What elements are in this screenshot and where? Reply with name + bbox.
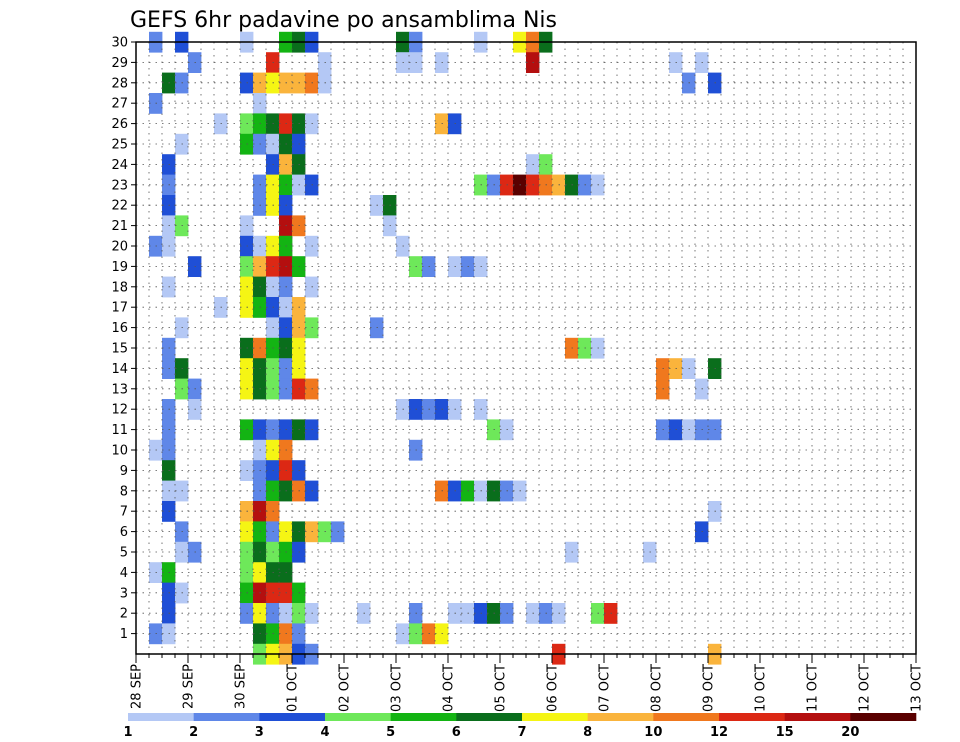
x-tick-label: 04 OCT: [442, 664, 457, 712]
colorbar-label: 2: [189, 725, 198, 740]
y-tick-label: 23: [111, 178, 128, 193]
y-tick-label: 28: [111, 76, 128, 91]
colorbar-label: 12: [710, 725, 728, 740]
y-tick-label: 16: [111, 321, 128, 336]
colorbar-label: 5: [386, 725, 395, 740]
colorbar-swatch: [653, 713, 720, 721]
y-tick-label: 19: [111, 260, 128, 275]
colorbar-swatch: [128, 713, 194, 721]
colorbar-label: 8: [583, 725, 592, 740]
colorbar-legend: 1 2 3 4 5 6 7 8 10 12 15 20: [123, 713, 917, 740]
chart-title: GEFS 6hr padavine po ansamblima Nis: [130, 8, 557, 33]
y-tick-label: 5: [120, 546, 128, 561]
x-axis-ticks: 28 SEP 29 SEP 30 SEP 01 OCT 02 OCT 03 OCT 04 O…: [130, 654, 925, 712]
colorbar-swatch: [325, 713, 391, 721]
y-tick-label: 1: [120, 627, 128, 642]
y-tick-label: 11: [111, 423, 128, 438]
y-tick-label: 18: [111, 280, 128, 295]
y-tick-label: 8: [120, 484, 128, 499]
colorbar-swatch: [587, 713, 654, 721]
x-tick-label: 01 OCT: [286, 664, 301, 712]
x-tick-label: 13 OCT: [910, 664, 925, 712]
y-tick-label: 4: [120, 566, 128, 581]
x-tick-label: 09 OCT: [702, 664, 717, 712]
y-tick-label: 22: [111, 199, 128, 214]
colorbar-swatch: [522, 713, 588, 721]
y-tick-label: 9: [120, 464, 128, 479]
x-tick-label: 03 OCT: [390, 664, 405, 712]
colorbar-swatch: [193, 713, 260, 721]
colorbar-swatch: [719, 713, 785, 721]
y-tick-label: 29: [111, 56, 128, 71]
colorbar-swatch: [850, 713, 917, 721]
colorbar-label: 15: [776, 725, 794, 740]
y-tick-label: 6: [120, 525, 128, 540]
x-tick-label: 02 OCT: [338, 664, 353, 712]
y-tick-label: 3: [120, 586, 128, 601]
colorbar-swatch: [390, 713, 457, 721]
colorbar-label: 10: [644, 725, 662, 740]
colorbar-swatch: [784, 713, 851, 721]
x-tick-label: 05 OCT: [494, 664, 509, 712]
y-tick-label: 21: [111, 219, 128, 234]
colorbar-label: 7: [517, 725, 526, 740]
y-tick-label: 12: [111, 403, 128, 418]
y-tick-label: 26: [111, 117, 128, 132]
y-tick-label: 25: [111, 138, 128, 153]
y-tick-label: 15: [111, 342, 128, 357]
y-tick-label: 27: [111, 97, 128, 112]
x-tick-label: 11 OCT: [806, 664, 821, 712]
plot-frame: [135, 41, 917, 655]
y-tick-label: 7: [120, 505, 128, 520]
x-tick-label: 29 SEP: [182, 664, 197, 709]
y-axis-ticks: 1234567891011121314151617181920212223242…: [111, 36, 136, 642]
colorbar-label: 4: [320, 725, 329, 740]
x-tick-label: 12 OCT: [858, 664, 873, 712]
colorbar-label: 3: [255, 725, 264, 740]
y-tick-label: 14: [111, 362, 128, 377]
y-tick-label: 30: [111, 36, 128, 51]
y-tick-label: 20: [111, 240, 128, 255]
colorbar-label: 6: [452, 725, 461, 740]
y-tick-label: 24: [111, 158, 128, 173]
y-tick-label: 2: [120, 607, 128, 622]
x-tick-label: 10 OCT: [754, 664, 769, 712]
x-tick-label: 28 SEP: [130, 664, 145, 709]
x-tick-label: 07 OCT: [598, 664, 613, 712]
y-tick-label: 10: [111, 444, 128, 459]
y-tick-label: 17: [111, 301, 128, 316]
gridlines: [136, 41, 916, 654]
x-tick-label: 06 OCT: [546, 664, 561, 712]
x-tick-label: 08 OCT: [650, 664, 665, 712]
y-tick-label: 13: [111, 382, 128, 397]
colorbar-label: 20: [841, 725, 859, 740]
colorbar-swatch: [456, 713, 523, 721]
colorbar-label: 1: [123, 725, 132, 740]
x-tick-label: 30 SEP: [234, 664, 249, 709]
colorbar-swatch: [259, 713, 326, 721]
